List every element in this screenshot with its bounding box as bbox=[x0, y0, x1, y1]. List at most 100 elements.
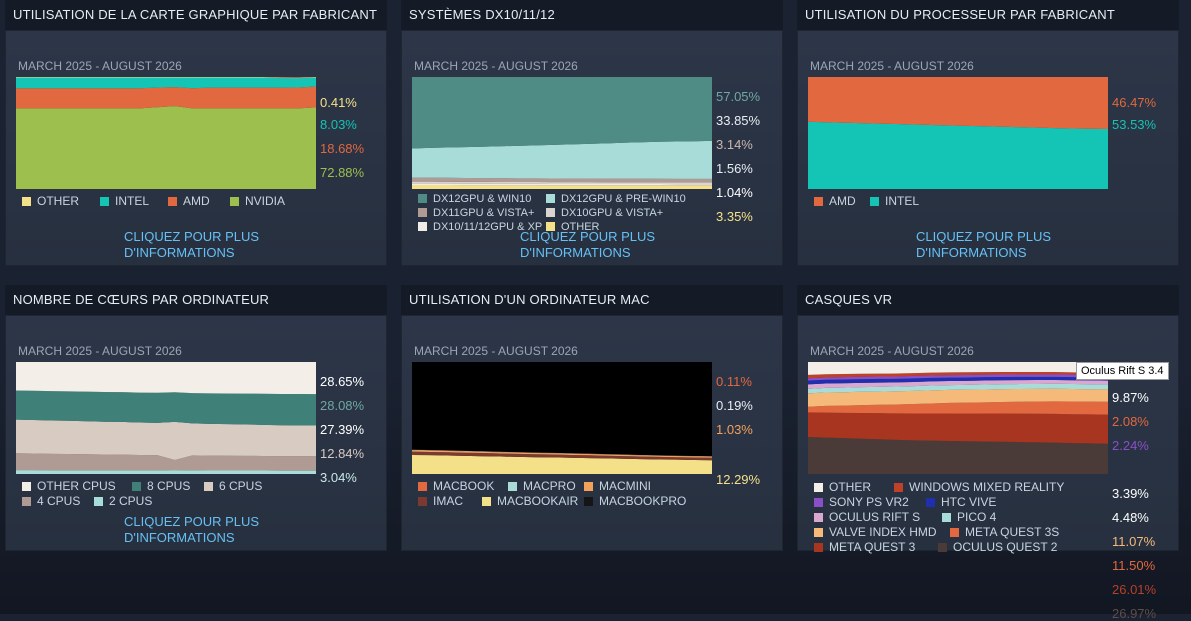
area-series-other[interactable] bbox=[412, 184, 712, 189]
legend-item-dx10-11-12gpu-xp[interactable]: DX10/11/12GPU & XP bbox=[418, 221, 542, 233]
legend-item-macbook[interactable]: MACBOOK bbox=[418, 479, 494, 493]
legend-item-meta-quest-3[interactable]: META QUEST 3 bbox=[814, 540, 915, 554]
more-info-link[interactable]: CLIQUEZ POUR PLUS D'INFORMATIONS bbox=[520, 229, 720, 261]
legend-item-8-cpus[interactable]: 8 CPUS bbox=[132, 479, 190, 493]
legend-item-intel[interactable]: INTEL bbox=[870, 194, 919, 208]
area-series-meta-quest-3s[interactable] bbox=[808, 401, 1108, 415]
legend-item-meta-quest-3s[interactable]: META QUEST 3S bbox=[950, 525, 1059, 539]
area-series-dx12gpu-win10[interactable] bbox=[412, 77, 712, 149]
area-series-macbook[interactable] bbox=[412, 449, 712, 457]
area-series-windows-mixed-reality[interactable] bbox=[808, 371, 1108, 379]
legend-swatch bbox=[950, 528, 959, 537]
area-series-meta-quest-3[interactable] bbox=[808, 412, 1108, 444]
chart-vr-headsets[interactable] bbox=[808, 362, 1108, 474]
more-info-link[interactable]: CLIQUEZ POUR PLUS D'INFORMATIONS bbox=[916, 229, 1116, 261]
area-series-htc-vive[interactable] bbox=[808, 376, 1108, 385]
legend-item-macbookpro[interactable]: MACBOOKPRO bbox=[584, 494, 686, 508]
legend-item-dx12gpu-win10[interactable]: DX12GPU & WIN10 bbox=[418, 193, 531, 205]
legend-item-4-cpus[interactable]: 4 CPUS bbox=[22, 494, 80, 508]
area-series-macbookair[interactable] bbox=[412, 454, 712, 474]
area-series-other[interactable] bbox=[808, 362, 1108, 375]
area-series-macpro[interactable] bbox=[412, 449, 712, 457]
panel-title: CASQUES VR bbox=[797, 285, 1179, 315]
legend-item-valve-index-hmd[interactable]: VALVE INDEX HMD bbox=[814, 525, 937, 539]
area-series-other-cpus[interactable] bbox=[16, 362, 316, 395]
legend-item-nvidia[interactable]: NVIDIA bbox=[230, 194, 285, 208]
area-series-6-cpus[interactable] bbox=[16, 419, 316, 460]
area-series-dx12gpu-pre-win10[interactable] bbox=[412, 140, 712, 179]
area-series-dx10-11-12gpu-xp[interactable] bbox=[412, 183, 712, 186]
chart-gpu-manufacturer[interactable] bbox=[16, 77, 316, 189]
area-series-dx11gpu-vista[interactable] bbox=[412, 177, 712, 183]
area-series-2-cpus[interactable] bbox=[16, 470, 316, 474]
legend-item-dx10gpu-vista[interactable]: DX10GPU & VISTA+ bbox=[546, 207, 663, 219]
area-series-other[interactable] bbox=[16, 77, 316, 79]
area-series-sony-ps-vr2[interactable] bbox=[808, 374, 1108, 381]
panel-body: MARCH 2025 - AUGUST 2026 57.05% 33.85% 3.1… bbox=[401, 30, 783, 266]
legend-label: OTHER bbox=[829, 480, 871, 494]
area-series-imac[interactable] bbox=[412, 451, 712, 461]
legend-item-2-cpus[interactable]: 2 CPUS bbox=[94, 494, 152, 508]
area-series-4-cpus[interactable] bbox=[16, 453, 316, 471]
percent-value: 27.39% bbox=[320, 422, 365, 437]
area-series-8-cpus[interactable] bbox=[16, 390, 316, 426]
legend-item-dx12gpu-pre-win10[interactable]: DX12GPU & PRE-WIN10 bbox=[546, 193, 686, 205]
area-series-amd[interactable] bbox=[808, 77, 1108, 130]
chart-cpu-cores[interactable] bbox=[16, 362, 316, 474]
legend-label: DX12GPU & PRE-WIN10 bbox=[561, 193, 686, 205]
legend-item-macbookair[interactable]: MACBOOKAIR bbox=[482, 494, 578, 508]
legend-item-oculus-rift-s[interactable]: OCULUS RIFT S bbox=[814, 510, 920, 524]
legend-item-htc-vive[interactable]: HTC VIVE bbox=[926, 495, 996, 509]
area-series-pico-4[interactable] bbox=[808, 383, 1108, 394]
legend-item-6-cpus[interactable]: 6 CPUS bbox=[204, 479, 262, 493]
more-info-link[interactable]: CLIQUEZ POUR PLUS D'INFORMATIONS bbox=[124, 229, 324, 261]
legend-item-intel[interactable]: INTEL bbox=[100, 194, 149, 208]
legend-swatch bbox=[418, 497, 427, 506]
more-info-link[interactable]: CLIQUEZ POUR PLUS D'INFORMATIONS bbox=[124, 514, 324, 546]
area-series-dx10gpu-vista[interactable] bbox=[412, 181, 712, 185]
legend-label: DX10/11/12GPU & XP bbox=[433, 221, 543, 233]
date-range: MARCH 2025 - AUGUST 2026 bbox=[414, 344, 578, 358]
legend-swatch bbox=[584, 497, 593, 506]
more-info-line2: D'INFORMATIONS bbox=[520, 245, 631, 260]
percent-value: 18.68% bbox=[320, 141, 365, 156]
legend-item-windows-mixed-reality[interactable]: WINDOWS MIXED REALITY bbox=[894, 480, 1064, 494]
legend-item-amd[interactable]: AMD bbox=[168, 194, 210, 208]
legend-item-dx11gpu-vista[interactable]: DX11GPU & VISTA+ bbox=[418, 207, 534, 219]
area-series-intel[interactable] bbox=[808, 121, 1108, 189]
legend-item-sony-ps-vr2[interactable]: SONY PS VR2 bbox=[814, 495, 909, 509]
area-series-valve-index-hmd[interactable] bbox=[808, 388, 1108, 407]
area-series-oculus-quest-2[interactable] bbox=[808, 437, 1108, 474]
legend-label: MACBOOKPRO bbox=[599, 494, 687, 508]
legend-item-pico-4[interactable]: PICO 4 bbox=[942, 510, 996, 524]
area-series-intel[interactable] bbox=[16, 77, 316, 89]
percent-value: 1.56% bbox=[716, 161, 753, 176]
legend-item-oculus-quest-2[interactable]: OCULUS QUEST 2 bbox=[938, 540, 1057, 554]
area-series-nvidia[interactable] bbox=[16, 106, 316, 189]
more-info-line1: CLIQUEZ POUR PLUS bbox=[124, 229, 260, 244]
percent-value: 2.24% bbox=[1112, 438, 1149, 453]
legend-item-other[interactable]: OTHER bbox=[546, 221, 600, 233]
legend-swatch bbox=[546, 208, 555, 217]
legend-swatch bbox=[870, 197, 879, 206]
legend-swatch bbox=[230, 197, 239, 206]
chart-mac-usage[interactable] bbox=[412, 362, 712, 474]
legend-item-other[interactable]: OTHER bbox=[814, 480, 871, 494]
legend-label: AMD bbox=[829, 194, 856, 208]
chart-dx-systems[interactable] bbox=[412, 77, 712, 189]
legend-item-amd[interactable]: AMD bbox=[814, 194, 856, 208]
area-series-macmini[interactable] bbox=[412, 450, 712, 458]
legend-item-macmini[interactable]: MACMINI bbox=[584, 479, 651, 493]
area-series-amd[interactable] bbox=[16, 86, 316, 109]
legend-label: DX12GPU & WIN10 bbox=[433, 193, 532, 205]
area-series-oculus-rift-s[interactable] bbox=[808, 379, 1108, 389]
legend-label: 8 CPUS bbox=[147, 479, 191, 493]
legend-item-imac[interactable]: IMAC bbox=[418, 494, 463, 508]
chart-cpu-manufacturer[interactable] bbox=[808, 77, 1108, 189]
date-range: MARCH 2025 - AUGUST 2026 bbox=[414, 59, 578, 73]
legend-item-other-cpus[interactable]: OTHER CPUS bbox=[22, 479, 116, 493]
percent-value: 26.01% bbox=[1112, 582, 1157, 597]
legend-item-other[interactable]: OTHER bbox=[22, 194, 79, 208]
legend-item-macpro[interactable]: MACPRO bbox=[508, 479, 576, 493]
legend-swatch bbox=[814, 513, 823, 522]
